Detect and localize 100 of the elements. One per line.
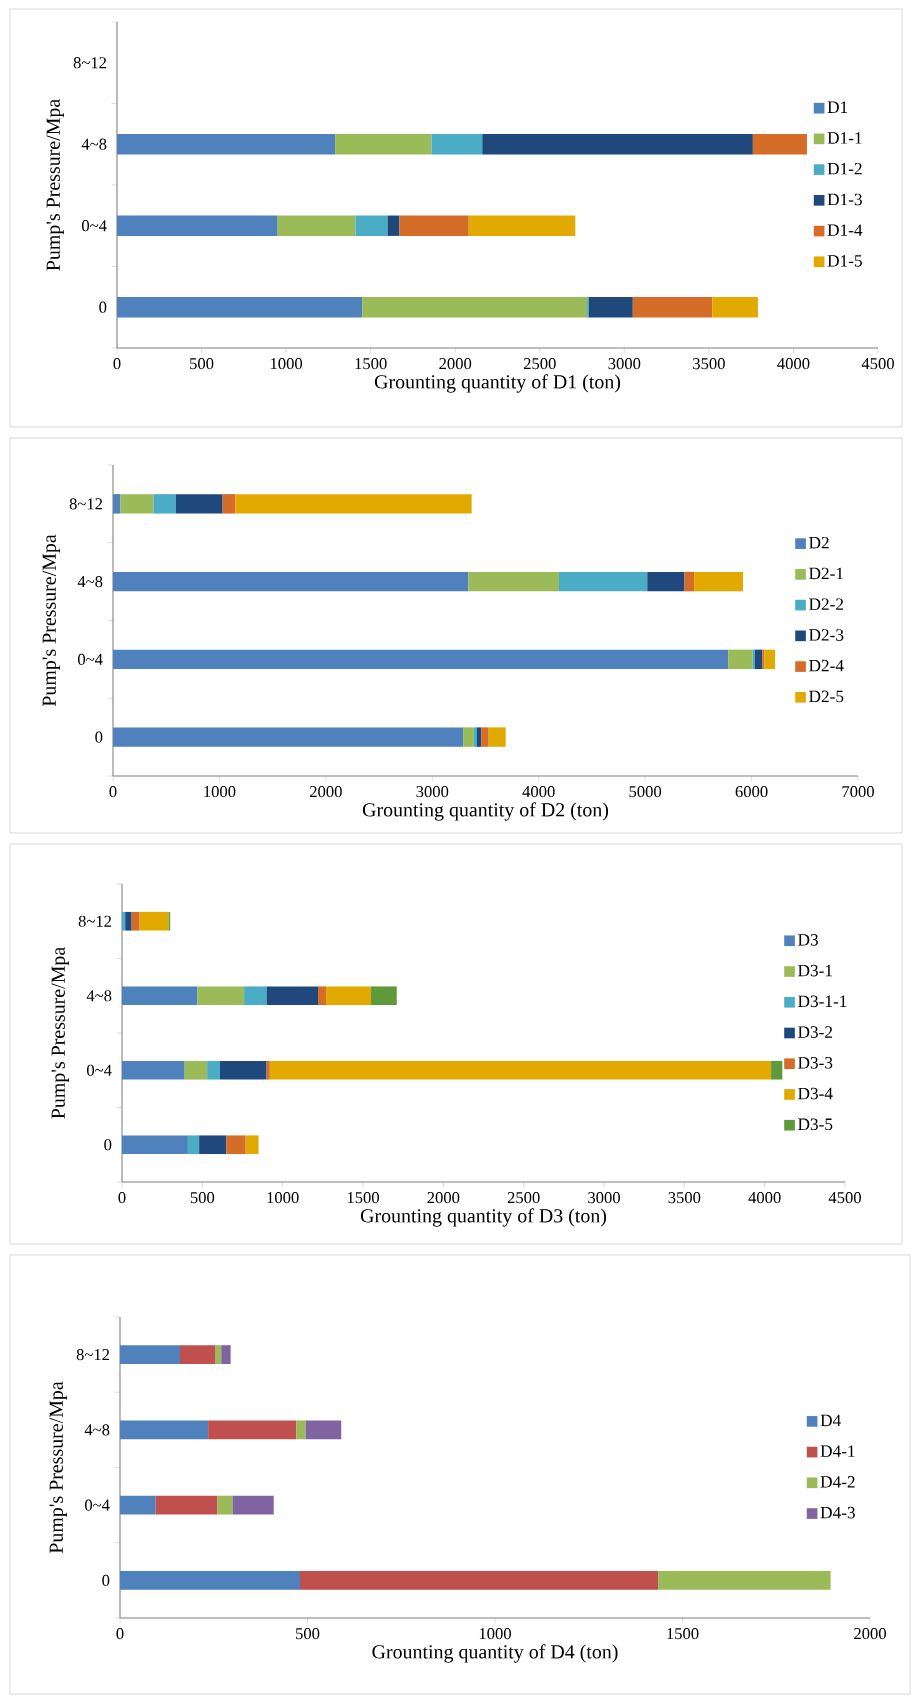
x-tick-label: 2500 [523,358,556,370]
x-tick-label: 1500 [347,1192,379,1204]
bar [647,571,685,592]
y-tick-label: 4~8 [86,990,112,1002]
x-tick-label: 2000 [854,1628,886,1640]
bar [684,571,695,592]
legend-label: D2-2 [809,598,844,610]
bar [187,1135,200,1155]
bar [226,1135,246,1155]
bar [754,649,763,670]
legend-label: D1-2 [827,162,862,175]
bar [362,297,588,318]
bar [222,494,236,514]
y-tick-label: 0 [102,1574,110,1586]
bar [220,1060,267,1080]
bar [481,727,489,747]
bar [752,649,755,670]
legend-label: D4-3 [820,1506,855,1519]
bar [318,986,327,1006]
y-tick-label: 0 [104,1139,112,1151]
bar [694,571,744,592]
y-tick-label: 4~8 [77,576,103,588]
bar [113,649,729,670]
bar [199,1135,227,1155]
legend-label: D4-2 [820,1476,855,1488]
bar [215,1345,222,1365]
legend-label: D3 [798,934,818,946]
x-axis-title: Grounting quantity of D3 (ton) [360,1208,607,1227]
y-axis-title: Pump's Pressure/Mpa [42,534,60,707]
legend-label: D1 [827,101,848,113]
x-tick-label: 3500 [668,1192,701,1204]
bar [122,986,198,1006]
bar [221,1345,231,1365]
bar [431,134,483,155]
legend-label: D3-5 [798,1118,833,1131]
x-tick-label: 0 [116,1628,124,1640]
bar [113,571,469,592]
bar [305,1420,342,1440]
x-tick-label: 6000 [735,786,768,798]
x-tick-label: 500 [296,1628,320,1640]
bar [180,1345,216,1365]
bar [131,911,140,931]
x-tick-label: 1500 [355,358,387,370]
legend-label: D2-4 [809,659,844,672]
x-tick-label: 4500 [861,358,894,370]
y-tick-label: 0 [99,301,107,313]
bar [266,986,319,1006]
bar [463,727,474,747]
x-tick-label: 1000 [270,358,303,370]
bar [139,911,169,931]
legend-label: D4 [820,1414,841,1427]
legend-label: D1-1 [827,132,862,144]
x-tick-label: 1000 [479,1628,511,1640]
bar [476,727,482,747]
legend-label: D1-5 [827,255,862,267]
bar [371,986,397,1006]
x-axis-title: Grounting quantity of D2 (ton) [362,802,609,821]
bar [468,571,559,592]
bar [120,1420,209,1440]
legend-label: D3-3 [798,1057,833,1069]
x-tick-label: 3000 [608,358,641,370]
y-tick-label: 8~12 [69,498,103,510]
x-tick-label: 0 [118,1192,126,1204]
x-axis-title: Grounting quantity of D1 (ton) [374,374,621,393]
y-axis-title: Pump's Pressure/Mpa [49,1381,67,1554]
bar [244,986,267,1006]
legend-label: D2-3 [809,629,844,641]
bar [184,1060,208,1080]
bar [120,1345,180,1365]
bar [658,1570,831,1590]
bar [117,215,278,236]
bar [269,1060,772,1080]
x-tick-label: 4500 [828,1192,861,1204]
y-axis-title: Pump's Pressure/Mpa [51,947,69,1119]
x-tick-label: 2000 [427,1192,460,1204]
bar [752,134,807,155]
legend-label: D1-4 [827,224,863,236]
legend-label: D3-2 [798,1026,833,1038]
y-axis-title: Pump's Pressure/Mpa [46,99,64,271]
bar [558,571,648,592]
x-tick-label: 2500 [507,1192,540,1204]
bar [208,1420,297,1440]
bar [771,1060,783,1080]
bar [588,297,633,318]
bar [473,727,477,747]
x-tick-label: 3000 [416,786,449,798]
bar [266,1060,270,1080]
bar [300,1570,659,1590]
x-tick-label: 500 [190,1192,215,1204]
bar [113,727,464,747]
legend-label: D2 [809,536,829,549]
x-tick-label: 4000 [748,1192,781,1204]
bar [468,215,576,236]
x-tick-label: 4000 [522,786,555,798]
bar [207,1060,221,1080]
bar [232,1495,274,1515]
bar [482,134,753,155]
bar [153,494,176,514]
y-tick-label: 4~8 [84,1424,110,1436]
x-tick-label: 7000 [842,786,874,798]
